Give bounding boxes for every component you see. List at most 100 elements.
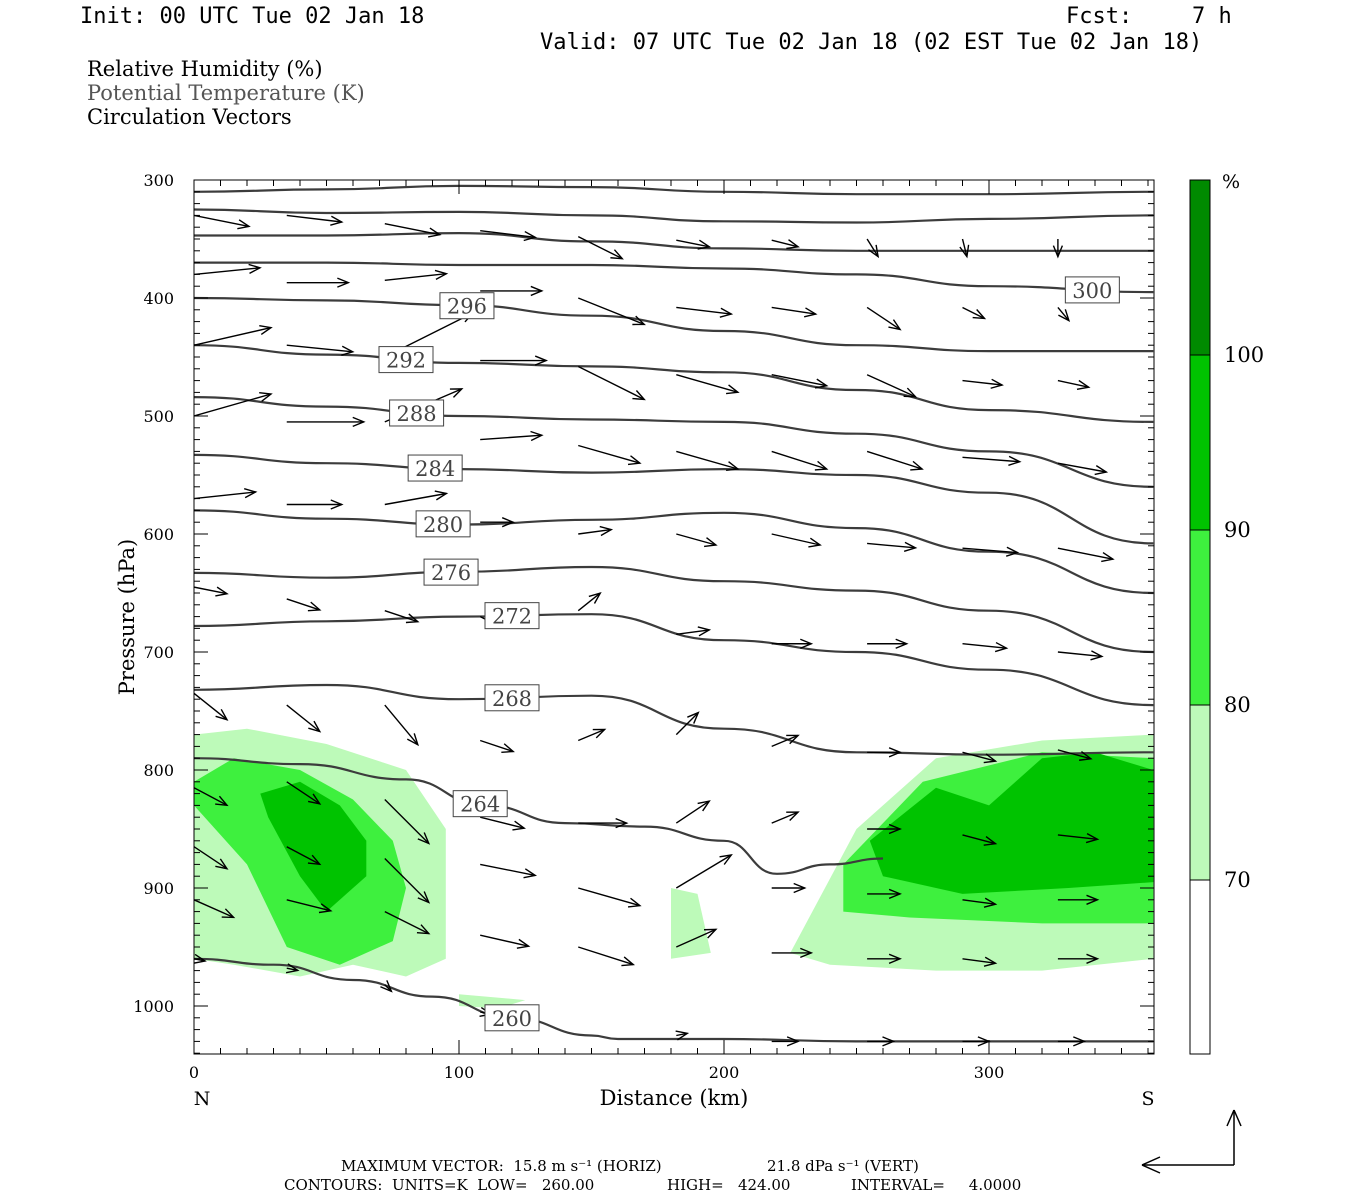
colorbar-label: 80 [1224, 693, 1251, 717]
circulation-vector [962, 641, 1009, 653]
circulation-vector [285, 963, 300, 974]
theta-contour-260 [194, 957, 1154, 1043]
colorbar-frame [1189, 179, 1211, 1055]
contour-high: HIGH= 424.00 [667, 1176, 791, 1194]
contour-label-292: 292 [386, 349, 426, 373]
circulation-vector [194, 899, 236, 919]
contour-label-296: 296 [447, 295, 487, 319]
contour-label-box [484, 684, 540, 712]
circulation-vector [480, 230, 538, 242]
circulation-vector [771, 1036, 800, 1047]
y-tick-label: 700 [143, 643, 174, 662]
circulation-vector [771, 450, 829, 471]
circulation-vector [867, 747, 902, 758]
circulation-vector [194, 324, 273, 346]
circulation-vector [866, 238, 880, 259]
contour-label-272: 272 [492, 605, 532, 629]
max-vector-vertical: 21.8 dPa s⁻¹ (VERT) [767, 1157, 919, 1175]
circulation-vector [676, 239, 712, 250]
circulation-vector [286, 781, 322, 805]
circulation-vector [479, 739, 515, 753]
theta-contour-280 [194, 509, 1154, 595]
circulation-vector [577, 728, 607, 742]
circulation-vector [286, 277, 351, 288]
contour-label-276: 276 [431, 561, 471, 585]
circulation-vector [771, 947, 814, 959]
circulation-vector [675, 800, 711, 824]
valid-time: Valid: 07 UTC Tue 02 Jan 18 (02 EST Tue … [540, 30, 1203, 55]
contour-label-box [484, 1004, 540, 1032]
contour-label-box [389, 399, 445, 427]
rh-region-90 [869, 752, 1154, 894]
contour-label-box [378, 346, 434, 374]
circulation-vector [384, 490, 449, 506]
theta-contour-276 [194, 565, 1154, 654]
theta-contour-12 [194, 208, 1154, 224]
circulation-vector [578, 946, 636, 967]
circulation-vector [1057, 547, 1115, 563]
circulation-vector [962, 1036, 991, 1047]
circulation-vector [577, 236, 624, 260]
forecast-label: Fcst: [1066, 4, 1133, 29]
circulation-vector [194, 586, 229, 597]
circulation-vector [867, 638, 909, 649]
circulation-vector [676, 928, 718, 948]
max-vector-horizontal: MAXIMUM VECTOR: 15.8 m s⁻¹ (HORIZ) [341, 1157, 662, 1175]
circulation-vector [286, 344, 355, 356]
contour-label-268: 268 [492, 687, 532, 711]
x-tick-label: 300 [974, 1063, 1005, 1082]
circulation-vector [577, 297, 646, 326]
contour-label-264: 264 [460, 793, 500, 817]
circulation-vector [578, 444, 642, 466]
circulation-vector [480, 285, 544, 297]
circulation-vector [867, 823, 902, 835]
colorbar-label: 70 [1224, 868, 1251, 892]
circulation-vector [675, 711, 700, 736]
theta-contour-300 [194, 261, 1154, 294]
contour-label-box [423, 558, 479, 586]
circulation-vector [1057, 832, 1100, 844]
circulation-vector [676, 533, 718, 548]
circulation-vector [1057, 306, 1071, 323]
circulation-vector [480, 934, 531, 949]
circulation-vector [771, 638, 814, 649]
circulation-vector [384, 858, 431, 904]
contour-label-288: 288 [397, 402, 437, 426]
circulation-vector [959, 238, 970, 259]
circulation-vector [771, 533, 822, 548]
circulation-vector [1057, 379, 1091, 390]
contour-label-box [452, 790, 508, 818]
contour-label-box [407, 454, 463, 482]
circulation-vector [866, 306, 902, 331]
circulation-vector [771, 811, 800, 824]
forecast-hour: 7 h [1192, 4, 1232, 29]
contour-label-284: 284 [415, 457, 455, 481]
rh-region-70 [671, 888, 711, 959]
x-tick-label: 100 [444, 1063, 475, 1082]
theta-contour-268 [194, 683, 1154, 756]
circulation-vector [962, 455, 1022, 467]
circulation-vector [675, 854, 733, 889]
circulation-vector [578, 817, 629, 829]
circulation-vector [1057, 894, 1100, 905]
circulation-vector [380, 980, 393, 993]
legend-relative-humidity: Relative Humidity (%) [87, 57, 323, 81]
contour-label-box [439, 292, 495, 320]
circulation-vector [286, 598, 322, 612]
circulation-vector [194, 692, 229, 721]
reference-vector-key [1141, 1109, 1242, 1174]
circulation-vector [962, 956, 998, 967]
circulation-vector [771, 734, 800, 748]
circulation-vector [962, 751, 998, 764]
contour-interval: INTERVAL= 4.0000 [851, 1176, 1022, 1194]
circulation-vector [867, 1036, 896, 1047]
circulation-vector [577, 365, 646, 401]
contour-label-box [484, 602, 540, 630]
x-tick-label: 0 [189, 1063, 199, 1082]
theta-contour-272 [194, 613, 1154, 707]
x-axis-title: Distance (km) [600, 1086, 749, 1110]
circulation-vector [480, 816, 526, 831]
y-tick-label: 600 [143, 525, 174, 544]
colorbar-segment [1190, 180, 1210, 355]
theta-contour-288 [194, 396, 1154, 488]
